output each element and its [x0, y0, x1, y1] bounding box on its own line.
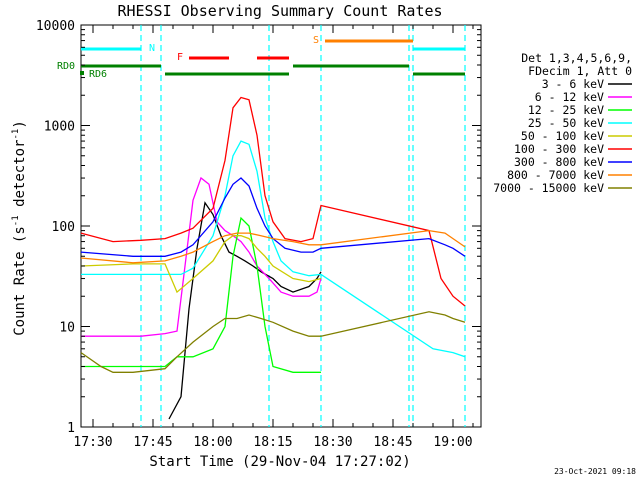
legend-label-50-100-kev: 50 - 100 keV [521, 129, 604, 143]
axes-layer: 17:30 17:45 18:00 18:15 18:30 18:45 19:00 1 10 10… [36, 19, 481, 450]
y-label-part-1: Count Rate (s [12, 226, 28, 336]
legend-label-3-6-kev: 3 - 6 keV [542, 77, 604, 91]
legend-label-6-12-kev: 6 - 12 keV [535, 90, 604, 104]
x-axis-label: Start Time (29-Nov-04 17:27:02) [149, 454, 410, 470]
flag-label-rd0: RD0 [57, 61, 75, 72]
legend-label-12-25-kev: 12 - 25 keV [528, 103, 604, 117]
x-tick-label-17-30: 17:30 [73, 435, 112, 450]
series-line-800-7000-kev [80, 229, 466, 264]
series-line-3-6-kev [168, 201, 322, 420]
x-tick-label-17-45: 17:45 [133, 435, 172, 450]
y-label-sup-1: -1 [11, 215, 21, 226]
flag-label-f: F [177, 52, 183, 63]
x-tick-label-19-00: 19:00 [433, 435, 472, 450]
flag-label-s: S [313, 35, 319, 46]
x-tick-label-18-15: 18:15 [253, 435, 292, 450]
series-line-25-50-kev [81, 140, 466, 358]
legend-header-0: Det 1,3,4,5,6,9, [521, 51, 632, 65]
legend-header-1: FDecim 1, Att 0 [528, 64, 632, 78]
flag-label-rd6: RD6 [89, 69, 107, 80]
x-tick-label-18-30: 18:30 [313, 435, 352, 450]
flag-label-n: N [149, 43, 155, 54]
y-tick-label-1: 1 [67, 421, 75, 436]
x-tick-label-18-45: 18:45 [373, 435, 412, 450]
x-tick-label-18-00: 18:00 [193, 435, 232, 450]
series-line-12-25-kev [81, 216, 321, 373]
y-axis-label: Count Rate (s-1 detector-1) [11, 120, 28, 336]
series-line-50-100-kev [80, 235, 322, 294]
legend-label-7000-15000-kev: 7000 - 15000 keV [493, 181, 604, 195]
legend-label-25-50-kev: 25 - 50 keV [528, 116, 604, 130]
legend-label-300-800-kev: 300 - 800 keV [514, 155, 604, 169]
y-label-part-2: detector [12, 140, 28, 216]
y-tick-label-100: 100 [52, 220, 75, 235]
y-tick-label-10000: 10000 [36, 19, 75, 34]
legend-label-800-7000-kev: 800 - 7000 keV [507, 168, 604, 182]
series-line-6-12-kev [81, 176, 322, 337]
timestamp: 23-Oct-2021 09:18 [554, 467, 636, 476]
y-tick-label-10: 10 [59, 321, 75, 336]
series-line-7000-15000-kev [80, 311, 466, 373]
y-tick-label-1000: 1000 [44, 120, 75, 135]
y-label-sup-2: -1 [11, 129, 21, 140]
flags-layer: N F S RD0 RD6 [57, 35, 465, 80]
chart-title: RHESSI Observing Summary Count Rates [117, 2, 442, 20]
series-line-300-800-kev [80, 177, 466, 257]
rd6-marker [80, 71, 84, 75]
legend: Det 1,3,4,5,6,9,FDecim 1, Att 03 - 6 keV… [493, 51, 632, 195]
y-label-part-3: ) [12, 120, 28, 128]
series-line-100-300-kev [80, 96, 466, 307]
series-layer [80, 25, 466, 427]
legend-label-100-300-kev: 100 - 300 keV [514, 142, 604, 156]
